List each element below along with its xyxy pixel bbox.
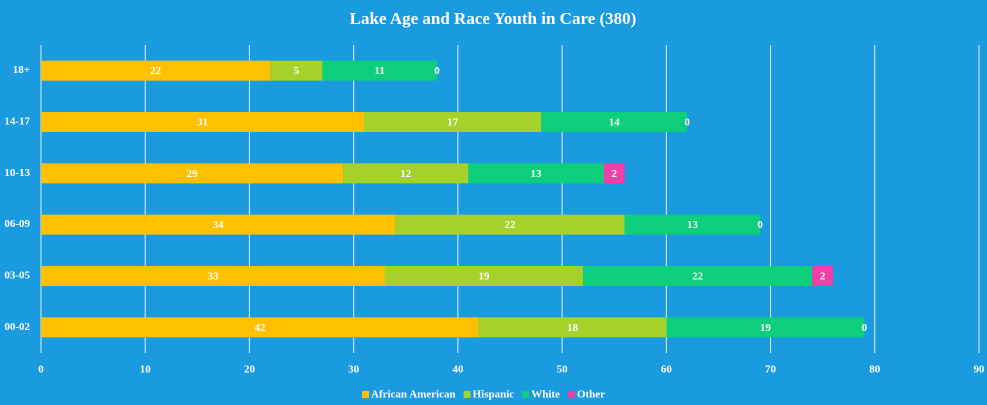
bar-segment	[478, 317, 667, 338]
bar-segment	[582, 266, 813, 286]
x-tick-label: 40	[452, 364, 464, 376]
bar-segment	[395, 214, 625, 235]
x-tick-label: 30	[348, 364, 360, 376]
y-tick-label: 10-13	[4, 167, 30, 179]
data-label: 42	[254, 322, 266, 334]
x-tick-label: 10	[140, 364, 152, 376]
bar-segment	[270, 60, 323, 81]
data-label: 0	[862, 322, 868, 334]
data-label: 14	[609, 117, 621, 129]
data-label: 13	[687, 219, 699, 231]
legend-label: Other	[577, 389, 605, 401]
bar-segment	[624, 214, 761, 235]
y-tick-label: 06-09	[4, 218, 30, 230]
y-tick-label: 00-02	[4, 321, 30, 333]
data-label: 2	[611, 168, 617, 180]
x-tick-label: 50	[557, 364, 569, 376]
bar-segment	[41, 317, 479, 338]
x-tick-label: 90	[974, 364, 986, 376]
legend-swatch	[522, 391, 530, 398]
data-label: 22	[150, 65, 162, 77]
legend-label: White	[531, 389, 560, 401]
data-label: 34	[213, 219, 225, 231]
data-label: 0	[434, 65, 440, 77]
bar-segment	[41, 112, 365, 132]
legend-swatch	[567, 391, 575, 398]
bar-segment	[41, 214, 396, 235]
data-label: 13	[531, 168, 543, 180]
x-tick-label: 20	[244, 364, 256, 376]
y-tick-label: 18+	[13, 64, 30, 76]
data-label: 5	[294, 65, 300, 77]
data-label: 0	[684, 117, 690, 129]
legend-label: African American	[371, 389, 456, 401]
y-tick-label: 03-05	[4, 270, 30, 282]
data-label: 19	[478, 271, 490, 283]
bar-segment	[41, 60, 271, 81]
data-label: 33	[207, 271, 219, 283]
bar-segment	[812, 266, 834, 286]
data-label: 19	[760, 322, 772, 334]
data-label: 18	[567, 322, 579, 334]
x-tick-label: 80	[869, 364, 881, 376]
chart-title: Lake Age and Race Youth in Care (380)	[350, 9, 637, 28]
legend-swatch	[463, 391, 471, 398]
data-label: 22	[692, 271, 704, 283]
bar-segment	[343, 163, 469, 184]
data-label: 0	[757, 219, 763, 231]
bar-segment	[541, 112, 688, 132]
bar-segment	[322, 60, 438, 81]
y-tick-label: 14-17	[4, 116, 30, 128]
bar-segment	[41, 266, 385, 286]
x-tick-label: 70	[765, 364, 777, 376]
bar-segment	[41, 163, 344, 184]
bar-segment	[468, 163, 604, 184]
data-label: 17	[447, 117, 459, 129]
legend-swatch	[362, 391, 369, 398]
bar-segment	[603, 163, 625, 184]
bar-segment	[364, 112, 542, 132]
bar-segment	[384, 266, 583, 286]
data-label: 29	[187, 168, 199, 180]
legend-label: Hispanic	[473, 389, 515, 401]
data-label: 22	[505, 219, 517, 231]
x-tick-label: 0	[38, 364, 44, 376]
bar-segment	[666, 317, 865, 338]
data-label: 12	[400, 168, 412, 180]
x-tick-label: 60	[661, 364, 673, 376]
data-label: 11	[375, 65, 385, 77]
data-label: 2	[820, 271, 826, 283]
data-label: 31	[197, 117, 208, 129]
